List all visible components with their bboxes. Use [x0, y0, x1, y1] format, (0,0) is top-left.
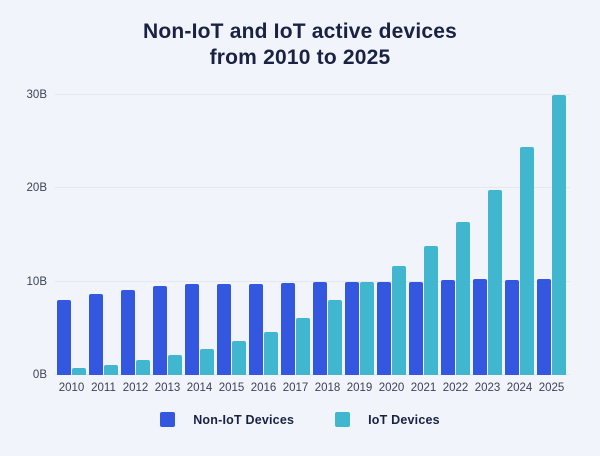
y-tick-30b: 30B: [26, 89, 47, 101]
x-tick-2019: 2019: [346, 382, 373, 394]
gridline-10b: [55, 280, 570, 282]
bar-non-iot-2011: [89, 293, 103, 375]
x-tick-2023: 2023: [474, 382, 501, 394]
x-tick-2012: 2012: [122, 382, 149, 394]
bar-non-iot-2012: [121, 290, 135, 375]
bar-iot-2024: [520, 147, 534, 375]
gridline-20b: [55, 187, 570, 189]
y-tick-20b: 20B: [26, 182, 47, 195]
x-tick-2014: 2014: [186, 382, 213, 394]
bar-group-2020: 2020: [377, 95, 406, 394]
bar-iot-2012: [136, 360, 150, 375]
legend-item-iot: IoT Devices: [335, 412, 440, 427]
bar-non-iot-2017: [281, 282, 295, 375]
bar-iot-2023: [488, 190, 502, 375]
x-tick-2017: 2017: [282, 382, 309, 394]
chart-title-line-2: from 2010 to 2025: [209, 46, 391, 69]
legend-item-non-iot: Non-IoT Devices: [160, 412, 294, 427]
bar-iot-2020: [392, 265, 406, 375]
bar-iot-2015: [232, 341, 246, 375]
legend-swatch-iot: [335, 412, 351, 427]
bar-group-2016: 2016: [249, 95, 278, 394]
bar-non-iot-2024: [505, 279, 519, 375]
chart-title-line-1: Non-IoT and IoT active devices: [142, 20, 458, 43]
x-tick-2021: 2021: [410, 382, 437, 394]
bar-iot-2018: [328, 300, 342, 375]
bar-iot-2017: [296, 318, 310, 375]
gridline-30b: [55, 94, 570, 95]
chart-legend: Non-IoT Devices IoT Devices: [0, 412, 600, 427]
bar-group-2014: 2014: [185, 95, 214, 394]
bar-iot-2016: [264, 332, 278, 375]
bar-group-2018: 2018: [313, 95, 342, 394]
bar-group-2015: 2015: [217, 95, 246, 394]
bar-non-iot-2023: [473, 278, 487, 375]
gridline-0b: [55, 374, 570, 375]
bar-non-iot-2014: [185, 283, 199, 375]
bar-non-iot-2025: [537, 278, 551, 375]
bar-iot-2014: [200, 348, 214, 375]
bar-group-2025: 2025: [537, 95, 566, 394]
bar-group-2012: 2012: [121, 95, 150, 394]
bar-iot-2025: [552, 95, 566, 375]
y-axis-labels: 0B 10B 20B 30B: [0, 89, 47, 381]
legend-swatch-non-iot: [160, 412, 176, 427]
bar-group-2019: 2019: [345, 95, 374, 394]
bar-iot-2022: [456, 221, 470, 375]
bar-non-iot-2016: [249, 283, 263, 375]
bar-non-iot-2019: [345, 281, 359, 375]
bar-group-2013: 2013: [153, 95, 182, 394]
bar-non-iot-2020: [377, 281, 391, 375]
plot-area: 2010 2011 2012 2013 2014 2015 2016 2017 2018 2019…: [55, 94, 570, 394]
bar-group-2017: 2017: [281, 95, 310, 394]
x-tick-2015: 2015: [218, 382, 245, 394]
bar-non-iot-2018: [313, 281, 327, 375]
x-tick-2020: 2020: [378, 382, 405, 394]
x-tick-2018: 2018: [314, 382, 341, 394]
x-tick-2024: 2024: [506, 382, 533, 394]
bar-iot-2011: [104, 364, 118, 375]
bar-non-iot-2010: [57, 300, 71, 375]
x-tick-2022: 2022: [442, 382, 469, 394]
x-tick-2016: 2016: [250, 382, 277, 394]
bar-iot-2010: [72, 367, 86, 375]
bar-group-2011: 2011: [89, 95, 118, 394]
bar-group-2021: 2021: [409, 95, 438, 394]
bar-non-iot-2015: [217, 283, 231, 375]
bar-iot-2021: [424, 246, 438, 375]
bar-non-iot-2021: [409, 281, 423, 375]
bar-group-2023: 2023: [473, 95, 502, 394]
bar-non-iot-2022: [441, 279, 455, 375]
x-tick-2013: 2013: [154, 382, 181, 394]
bar-group-2010: 2010: [57, 95, 86, 394]
bar-iot-2013: [168, 355, 182, 375]
bar-group-2024: 2024: [505, 95, 534, 394]
bar-non-iot-2013: [153, 286, 167, 375]
legend-label-non-iot: Non-IoT Devices: [193, 412, 295, 427]
x-tick-2010: 2010: [58, 382, 85, 394]
plot-bars: 2010 2011 2012 2013 2014 2015 2016 2017 2018 2019…: [57, 95, 566, 394]
bar-group-2022: 2022: [441, 95, 470, 394]
bar-iot-2019: [360, 281, 374, 375]
x-tick-2011: 2011: [91, 382, 116, 394]
y-tick-10b: 10B: [26, 275, 47, 288]
y-tick-0b: 0B: [32, 369, 47, 381]
chart-title: Non-IoT and IoT active devices from 2010…: [0, 19, 600, 71]
x-tick-2025: 2025: [538, 382, 565, 394]
legend-label-iot: IoT Devices: [368, 412, 440, 427]
